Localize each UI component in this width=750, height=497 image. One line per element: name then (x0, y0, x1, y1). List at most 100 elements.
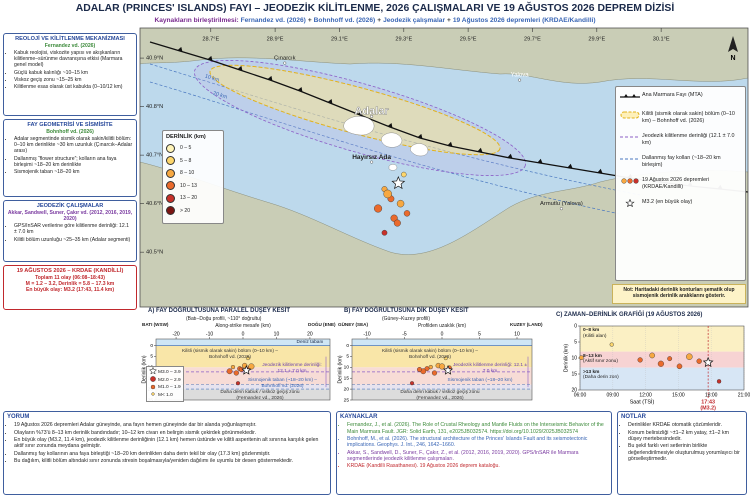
y-tick-label: 5 (346, 354, 349, 360)
depth-band (580, 367, 744, 390)
depth-legend-label: 10 – 13 (180, 182, 197, 189)
magnitude-symbol (150, 376, 156, 382)
depth-layer (156, 389, 330, 400)
panel-subtitle: Akkar, Sandwell, Suner, Çakır vd. (2012,… (7, 209, 133, 223)
event (431, 370, 438, 376)
depth-legend-label: 13 – 20 (180, 195, 197, 202)
chart-title: C) ZAMAN–DERİNLİK GRAFİĞİ (19 AĞUSTOS 20… (556, 312, 703, 318)
event (579, 355, 584, 360)
event (657, 360, 664, 367)
bullet: Konum belirsizliği ~±1–2 km yatay, ±1–2 … (628, 430, 743, 443)
legend-icon (620, 92, 642, 102)
depth-layer (156, 384, 330, 390)
lon-tick-label: 28.7°E (202, 36, 219, 42)
section-annotation: Daha derin kabuk / viskoz geçiş zonu (Fe… (220, 390, 300, 401)
magnitude-symbol (151, 392, 155, 396)
legend-symbol (620, 94, 640, 98)
lat-tick-label: 40.7°N (146, 153, 163, 159)
bullet-list: Fernandez, J., et al. (2026). The Role o… (340, 422, 608, 469)
source: Fernandez vd. (2026) (240, 17, 306, 24)
x-tick-label: 21:00 (738, 392, 750, 398)
island (410, 143, 429, 157)
panel-line: Toplam 11 olay (06:08–18:43) (35, 274, 105, 281)
y-tick-label: 20 (571, 387, 577, 393)
map-frame (139, 27, 749, 308)
x-axis-label: Saat (TSİ) (630, 398, 655, 405)
island (388, 164, 398, 171)
y-tick-label: 15 (571, 371, 577, 377)
y-tick-label: 10 (344, 365, 350, 371)
depth-layer (352, 384, 532, 390)
magnitude-icon (149, 375, 158, 386)
depth-swatch (166, 156, 175, 166)
separator: + (377, 17, 382, 24)
section-title: A) FAY DOĞRULTUSUNA PARALEL DÜŞEY KESİT (148, 308, 291, 314)
event (393, 219, 401, 227)
annotation: (M3.2) (700, 405, 716, 411)
place-dot (283, 61, 287, 65)
bullet: Kabuk reolojisi, viskozite yapısı ve akı… (14, 50, 133, 69)
band-range: 8–13 km (583, 353, 602, 359)
source: Jeodezik çalışmalar (383, 17, 446, 24)
lat-tick-label: 40.9°N (146, 56, 163, 62)
island (381, 132, 403, 148)
x-tick-label: 5 (478, 331, 481, 337)
separator: + (307, 17, 312, 24)
largest-event (241, 365, 252, 375)
depth-legend: DERİNLİK (km) 0 – 5 5 – 8 8 – 10 10 – 13 13 –… (162, 130, 224, 224)
depth-legend-row: 8 – 10 (166, 168, 220, 178)
bullet: Olayların %73'ü 8–13 km derinlik bandınd… (14, 430, 327, 436)
magnitude-icon (149, 390, 158, 401)
depth-legend-row: 10 – 13 (166, 181, 220, 191)
y-tick-label: 20 (344, 386, 350, 392)
depth-legend-row: 0 – 5 (166, 143, 220, 153)
depth-legend-label: 5 – 8 (180, 157, 192, 164)
section-subtitle: (Batı–Doğu profili, ~110° doğrultu) (186, 316, 262, 322)
event (226, 368, 233, 375)
legend-row: M3.2 (en büyük olay) (620, 198, 741, 209)
info-panel: REOLOJİ VE KİLİTLENME MEKANİZMASI Fernand… (3, 33, 137, 116)
legend-icon (620, 111, 642, 121)
lat-tick-label: 40.6°N (146, 201, 163, 207)
panel-line: M = 1.2 – 3.2, Derinlik = 5.8 – 17.3 km (25, 281, 115, 288)
depth-layer (352, 345, 532, 368)
bullet: GPS/InSAR verilerine göre kilitlenme der… (14, 223, 133, 235)
y-tick-label: 5 (150, 354, 153, 360)
info-panel: FAY GEOMETRİSİ VE SİSMİSİTE Bohnhoff vd. … (3, 119, 137, 197)
place-label: Adalar (354, 105, 389, 117)
event (401, 171, 407, 178)
info-panel: KAYNAKLAR Fernandez, J., et al. (2026). T… (336, 411, 612, 495)
legend-icon (620, 198, 642, 209)
legend-symbol (620, 158, 640, 160)
bullet: Viskoz geçiş zonu ~15–25 km (14, 77, 133, 83)
magnitude-label: M3.0 – 3.9 (158, 369, 181, 375)
magnitude-row: M3.0 – 3.9 (148, 367, 181, 377)
section-annotation: Sismojenik taban (~18–20 km) (447, 378, 513, 383)
place-label: Yalova (511, 73, 530, 79)
subtitle: Kaynakların birleştirilmesi: Fernandez v… (0, 17, 750, 24)
y-axis-label: Derinlik (km) (337, 355, 343, 383)
info-panel: YORUM 19 Ağustos 2026 depremleri Adalar g… (3, 411, 331, 495)
legend-row: Ana Marmara Fayı (MTA) (620, 92, 741, 102)
event (667, 356, 673, 362)
north-arrow (728, 36, 738, 52)
x-tick-label: 06:00 (574, 392, 587, 398)
legend-row: 19 Ağustos 2026 depremleri (KRDAE/Kandil… (620, 177, 741, 190)
magnitude-row: M< 1.0 (149, 392, 181, 400)
bullet: En büyük olay (M3.2, 11.4 km), jeodezik … (14, 437, 327, 450)
legend-label: Ana Marmara Fayı (MTA) (642, 92, 703, 98)
lon-tick-label: 29.7°E (524, 36, 541, 42)
magnitude-symbol (148, 367, 158, 375)
panel-title: REOLOJİ VE KİLİTLENME MEKANİZMASI (15, 36, 125, 42)
place-dot (370, 160, 374, 164)
bullet: Dallanmış “flower structure”; kolların a… (14, 156, 133, 168)
event (233, 370, 239, 376)
event (716, 379, 722, 384)
x-tick-label: 10 (514, 331, 520, 337)
x-tick-label: 15:00 (672, 392, 685, 398)
section-title: B) FAY DOĞRULTUSUNA DİK DÜŞEY KESİT (344, 308, 469, 314)
band-note: (Kilitli alan) (583, 333, 607, 339)
event (676, 363, 683, 370)
lon-tick-label: 30.1°E (653, 36, 670, 42)
section-annotation: Sismojenik taban (~18–20 km) – Bohnhoff … (248, 378, 317, 389)
